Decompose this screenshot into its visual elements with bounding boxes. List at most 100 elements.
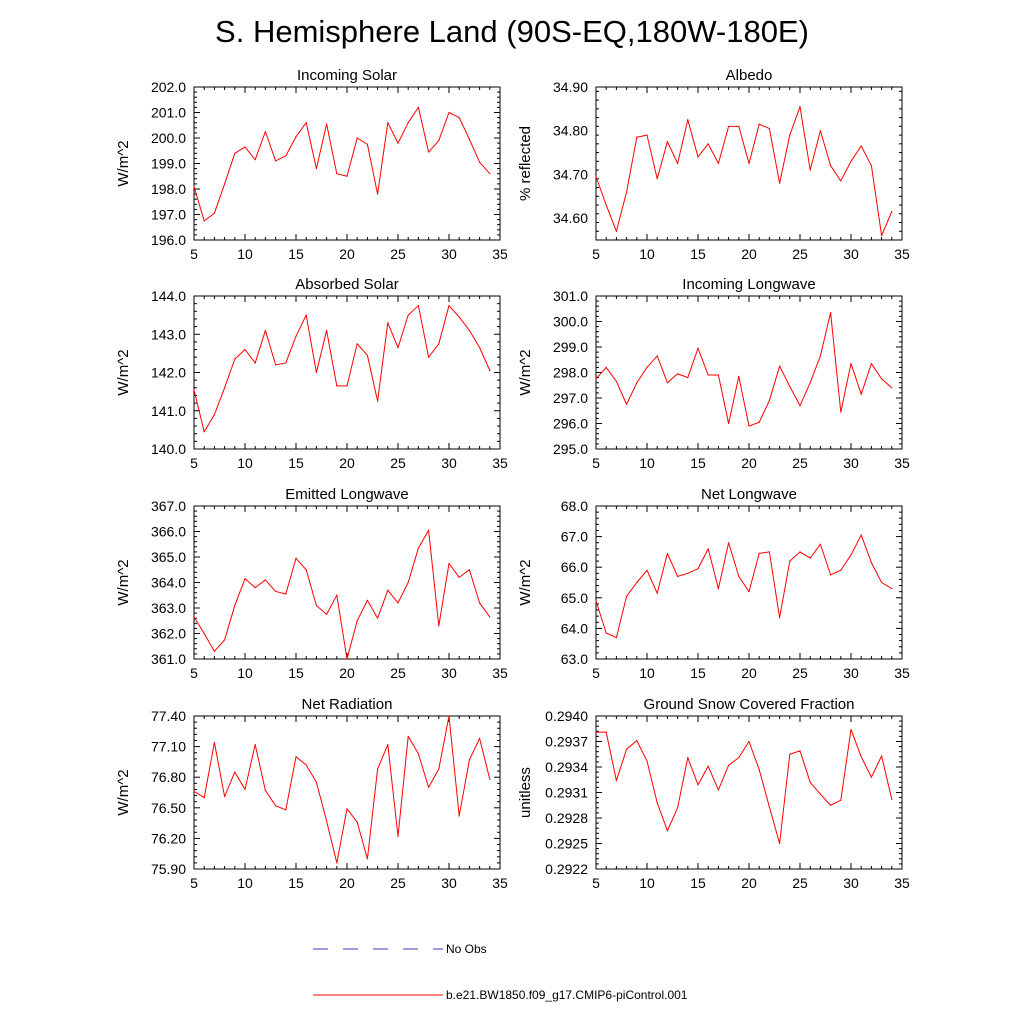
series-line-net-radiation xyxy=(193,715,491,864)
data-point xyxy=(468,138,470,140)
data-point xyxy=(615,780,618,782)
data-point xyxy=(407,735,409,738)
data-point xyxy=(656,802,658,804)
data-point xyxy=(366,599,368,601)
data-point xyxy=(819,793,822,795)
panel-incoming-solar: Incoming Solar W/m^2 5 10 15 20 25 30 35 196.0 197… xyxy=(115,67,508,262)
data-point xyxy=(489,173,491,175)
data-point xyxy=(254,743,256,746)
data-point xyxy=(264,329,266,332)
data-point xyxy=(387,743,389,746)
x-tick-label: 10 xyxy=(639,246,655,262)
x-tick-label: 20 xyxy=(741,875,757,891)
data-point xyxy=(346,175,348,177)
data-point xyxy=(870,362,873,365)
x-tick-label: 15 xyxy=(288,875,304,891)
data-point xyxy=(275,160,277,162)
data-point xyxy=(264,789,266,792)
data-point xyxy=(891,387,893,389)
y-tick-label: 68.0 xyxy=(561,498,588,514)
x-tick-label: 30 xyxy=(441,665,457,681)
data-point xyxy=(850,554,852,556)
data-point xyxy=(881,581,883,584)
data-point xyxy=(397,142,399,144)
y-axis-label-ground-snow-covered-fraction: unitless xyxy=(517,767,534,818)
y-tick-label: 198.0 xyxy=(151,181,186,197)
x-tick-label: 35 xyxy=(894,455,910,471)
y-axis-label-albedo: % reflected xyxy=(517,126,534,201)
series-line-albedo xyxy=(595,106,893,237)
data-point xyxy=(377,768,379,770)
y-tick-label: 367.0 xyxy=(151,498,186,514)
data-point xyxy=(213,413,215,416)
data-point xyxy=(646,760,648,762)
x-tick-label: 35 xyxy=(894,875,910,891)
data-point xyxy=(799,750,801,752)
data-point xyxy=(615,230,618,232)
data-point xyxy=(656,355,658,357)
data-point xyxy=(687,572,689,574)
data-point xyxy=(840,411,842,413)
data-point xyxy=(264,579,266,581)
y-tick-label: 140.0 xyxy=(151,441,186,457)
data-point xyxy=(438,343,440,345)
data-point xyxy=(244,146,246,148)
x-tick-label: 10 xyxy=(639,455,655,471)
data-point xyxy=(728,764,730,766)
data-point xyxy=(636,136,638,138)
x-tick-label: 20 xyxy=(339,455,355,471)
data-point xyxy=(336,594,338,596)
data-point xyxy=(356,821,358,823)
data-point xyxy=(646,134,648,136)
y-tick-label: 362.0 xyxy=(151,626,186,642)
y-tick-label: 34.70 xyxy=(553,166,588,182)
data-point xyxy=(728,542,730,544)
y-tick-label: 366.0 xyxy=(151,524,186,540)
data-point xyxy=(275,805,277,807)
data-point xyxy=(677,373,679,375)
data-point xyxy=(830,165,832,167)
y-tick-label: 77.10 xyxy=(151,739,186,755)
y-tick-label: 0.2940 xyxy=(545,708,588,724)
data-point xyxy=(244,788,246,791)
data-point xyxy=(687,757,689,759)
data-point xyxy=(489,369,491,372)
y-axis-label-incoming-solar: W/m^2 xyxy=(115,140,132,186)
data-point xyxy=(626,595,628,597)
data-point xyxy=(748,591,750,593)
x-tick-label: 5 xyxy=(592,455,600,471)
data-point xyxy=(438,768,440,770)
data-point xyxy=(489,778,491,780)
x-tick-label: 35 xyxy=(492,246,508,262)
data-point xyxy=(687,377,689,379)
data-point xyxy=(830,574,832,576)
data-point xyxy=(275,364,277,366)
panel-net-longwave: Net Longwave W/m^2 5 10 15 20 25 30 35 63.0 64.0 65… xyxy=(517,486,910,681)
data-point xyxy=(626,191,628,193)
data-point xyxy=(605,366,607,368)
data-point xyxy=(305,569,307,571)
data-point xyxy=(193,616,195,618)
x-tick-label: 5 xyxy=(190,875,198,891)
data-point xyxy=(438,625,440,627)
data-point xyxy=(234,604,236,607)
data-point xyxy=(366,354,368,356)
data-point xyxy=(295,557,297,559)
data-point xyxy=(326,123,328,125)
data-point xyxy=(615,636,618,639)
data-point xyxy=(595,176,597,178)
x-tick-label: 10 xyxy=(639,665,655,681)
data-point xyxy=(407,581,409,584)
x-tick-label: 5 xyxy=(592,246,600,262)
x-tick-label: 25 xyxy=(792,455,808,471)
y-tick-label: 77.40 xyxy=(151,708,186,724)
data-point xyxy=(748,740,750,743)
data-point xyxy=(234,152,236,154)
data-point xyxy=(438,139,440,142)
x-tick-label: 10 xyxy=(237,455,253,471)
y-tick-label: 143.0 xyxy=(151,326,186,342)
x-tick-label: 20 xyxy=(741,246,757,262)
y-tick-label: 365.0 xyxy=(151,549,186,565)
data-point xyxy=(275,590,277,593)
data-point xyxy=(666,830,669,832)
